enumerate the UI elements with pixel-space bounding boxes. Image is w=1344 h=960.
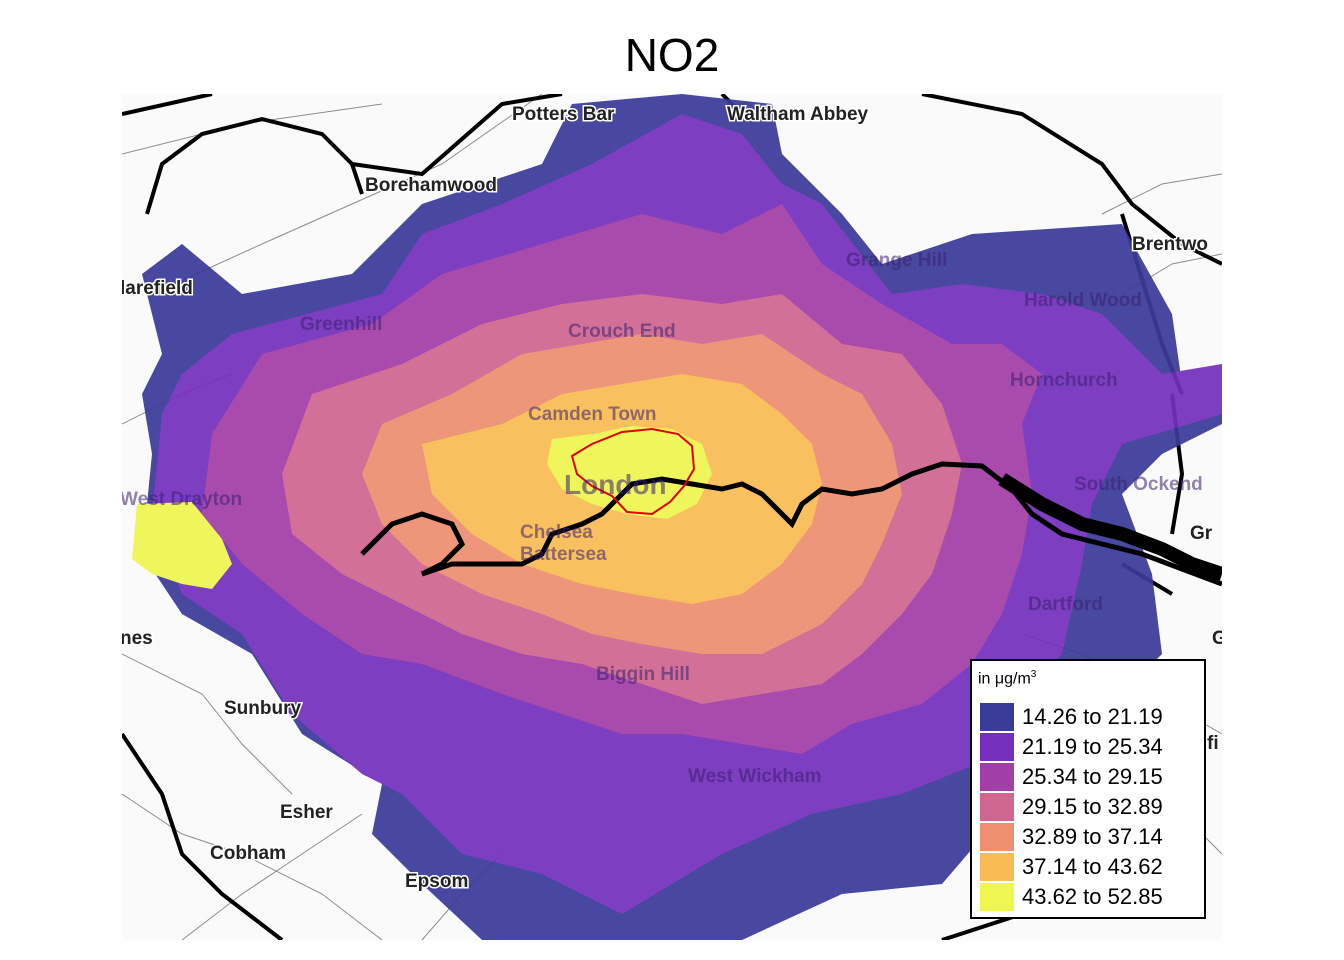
- label-battersea: Battersea: [520, 544, 607, 565]
- zone-43-53-heathrow: [132, 502, 232, 589]
- city-boundary: [570, 427, 696, 516]
- legend: in μg/m3 14.26 to 21.19 21.19 to 25.34 25.…: [970, 659, 1206, 919]
- legend-label: 37.14 to 43.62: [1022, 854, 1163, 879]
- legend-unit-text: in μg/m: [978, 670, 1031, 688]
- label-borehamwood: Borehamwood: [365, 175, 497, 196]
- label-hornchurch: Hornchurch: [1010, 370, 1118, 391]
- label-dartford: Dartford: [1028, 594, 1103, 615]
- legend-unit: in μg/m3: [978, 669, 1036, 688]
- map-canvas[interactable]: Potters Bar Waltham Abbey Borehamwood Br…: [122, 94, 1222, 940]
- label-camden-town: Camden Town: [528, 404, 656, 425]
- legend-label: 32.89 to 37.14: [1022, 824, 1163, 849]
- label-waltham-abbey: Waltham Abbey: [727, 104, 869, 125]
- legend-swatch: [980, 883, 1014, 911]
- label-crouch-end: Crouch End: [568, 321, 676, 342]
- label-chelsea: Chelsea: [520, 522, 593, 543]
- river-thames-estuary: [998, 473, 1222, 581]
- legend-swatch: [980, 703, 1014, 731]
- legend-label: 43.62 to 52.85: [1022, 884, 1163, 909]
- label-harold-wood: Harold Wood: [1024, 290, 1142, 311]
- label-g: G: [1212, 628, 1222, 649]
- label-gr: Gr: [1190, 523, 1213, 544]
- label-brentwood: Brentwo: [1132, 234, 1208, 255]
- legend-unit-exponent: 3: [1030, 669, 1037, 680]
- legend-swatch: [980, 853, 1014, 881]
- label-fi: fi: [1207, 733, 1219, 754]
- label-esher: Esher: [280, 802, 333, 823]
- legend-label: 29.15 to 32.89: [1022, 794, 1163, 819]
- label-harefield: larefield: [122, 278, 193, 299]
- legend-swatch: [980, 823, 1014, 851]
- legend-item: 37.14 to 43.62: [980, 851, 1202, 881]
- legend-swatch: [980, 733, 1014, 761]
- legend-item: 43.62 to 52.85: [980, 881, 1202, 911]
- map-panel[interactable]: Potters Bar Waltham Abbey Borehamwood Br…: [122, 94, 1222, 940]
- no2-concentration-layer: [132, 94, 1222, 940]
- label-west-wickham: West Wickham: [688, 766, 822, 787]
- label-nes: nes: [122, 628, 153, 649]
- zone-43-53-central: [547, 426, 712, 519]
- label-west-drayton: West Drayton: [122, 489, 242, 510]
- legend-swatch: [980, 763, 1014, 791]
- legend-item: 29.15 to 32.89: [980, 791, 1202, 821]
- legend-item: 21.19 to 25.34: [980, 731, 1202, 761]
- label-greenhill: Greenhill: [300, 314, 382, 335]
- map-title: NO2: [624, 29, 720, 81]
- label-biggin-hill: Biggin Hill: [596, 664, 690, 685]
- label-south-ockendon: South Ockend: [1074, 474, 1203, 495]
- legend-label: 25.34 to 29.15: [1022, 764, 1163, 789]
- legend-item: 25.34 to 29.15: [980, 761, 1202, 791]
- label-grange-hill: Grange Hill: [846, 250, 947, 271]
- legend-item: 32.89 to 37.14: [980, 821, 1202, 851]
- label-sunbury: Sunbury: [224, 698, 301, 719]
- legend-swatch: [980, 793, 1014, 821]
- legend-item: 14.26 to 21.19: [980, 701, 1202, 731]
- label-potters-bar: Potters Bar: [512, 104, 615, 125]
- legend-label: 14.26 to 21.19: [1022, 704, 1163, 729]
- legend-label: 21.19 to 25.34: [1022, 734, 1163, 759]
- label-epsom: Epsom: [405, 871, 468, 892]
- label-london: London: [564, 469, 667, 500]
- label-cobham: Cobham: [210, 843, 286, 864]
